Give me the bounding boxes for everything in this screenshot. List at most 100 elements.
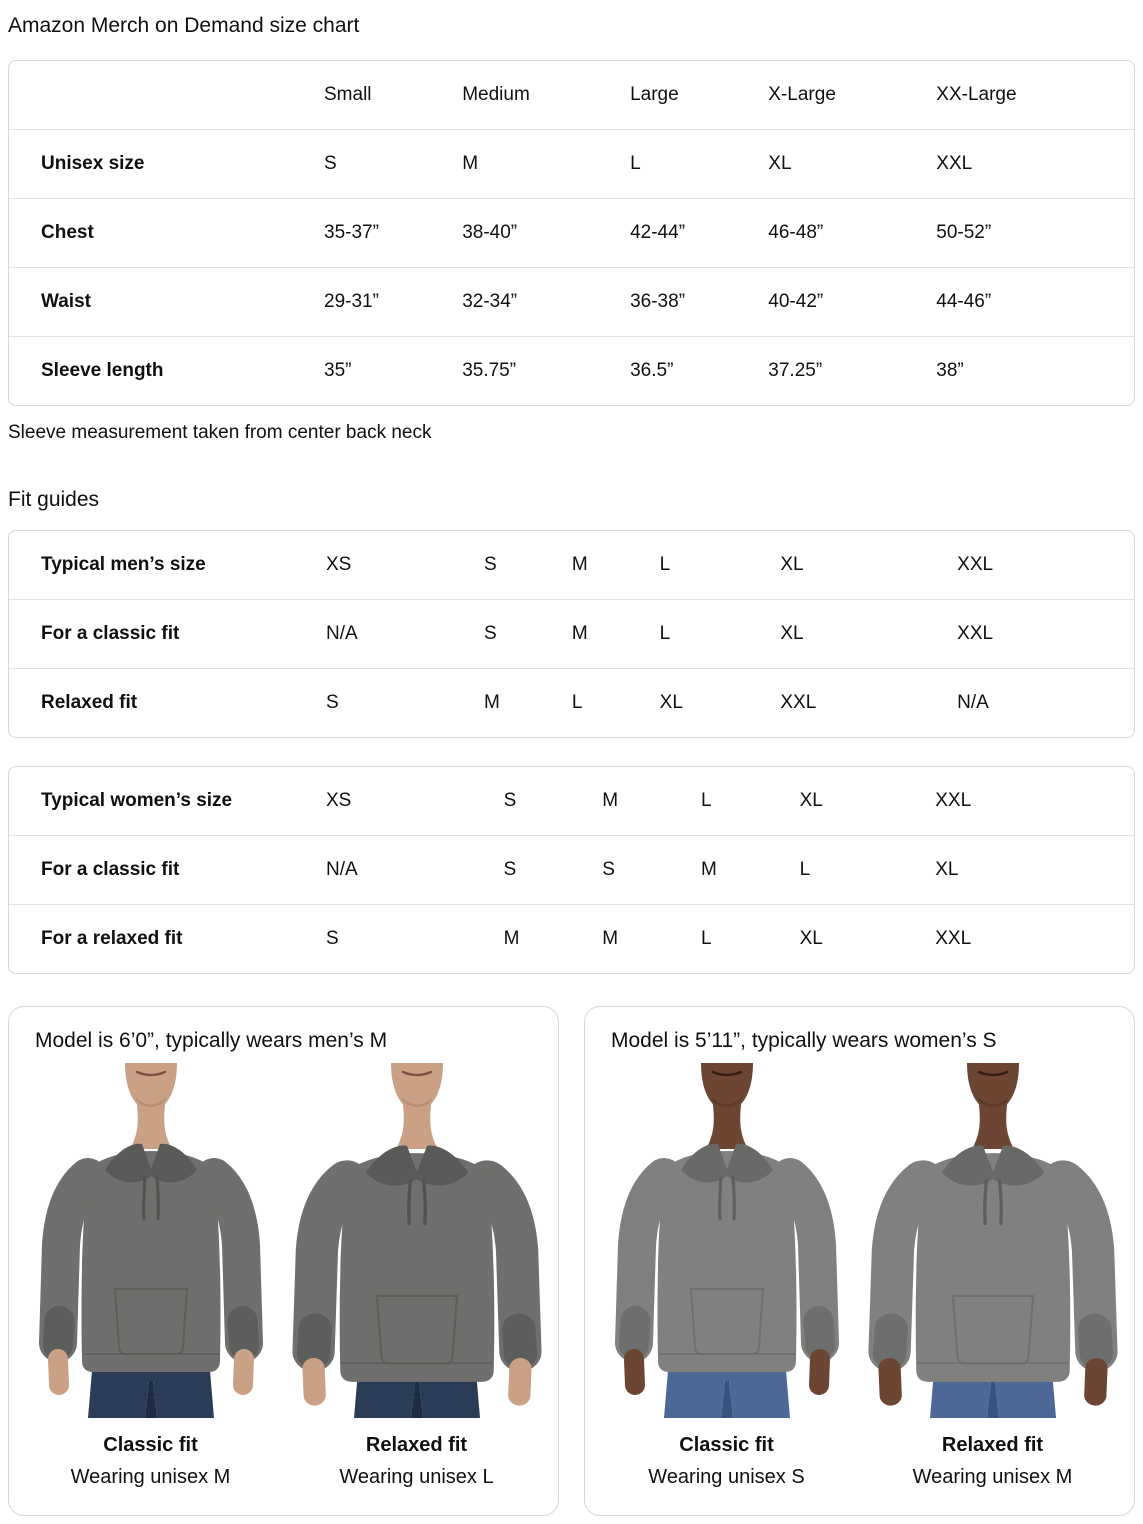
table-cell: M <box>602 904 701 973</box>
table-cell: L <box>700 790 712 811</box>
table-cell: 40-42” <box>768 267 937 336</box>
fit-caption: Classic fit <box>103 1434 198 1456</box>
table-cell: L <box>659 599 781 668</box>
wearing-caption: Wearing unisex M <box>912 1466 1073 1488</box>
table-cell: XXL <box>780 668 958 737</box>
row-label: Typical men’s size <box>41 554 206 575</box>
column-header-x-large: X-Large <box>768 84 836 105</box>
table-cell: M <box>484 668 572 737</box>
table-row-mens-classic-fit: For a classic fit N/A S M L XL XXL <box>9 599 1134 668</box>
table-cell: 38” <box>936 336 1134 405</box>
table-cell: 42-44” <box>630 198 769 267</box>
mens-model-card: Model is 6’0”, typically wears men’s M <box>8 1006 559 1516</box>
table-cell: XXL <box>936 129 1134 198</box>
column-header-xx-large: XX-Large <box>936 84 1017 105</box>
table-cell: M <box>571 554 588 575</box>
column-header-small: Small <box>324 84 372 105</box>
table-cell: L <box>799 835 936 904</box>
table-cell: XL <box>659 668 781 737</box>
table-row-sleeve-length: Sleeve length 35” 35.75” 36.5” 37.25” 38… <box>9 336 1134 405</box>
table-cell: 46-48” <box>768 198 937 267</box>
model-figure-relaxed: Relaxed fit Wearing unisex M <box>867 1063 1119 1489</box>
table-cell: L <box>571 668 660 737</box>
row-label: For a classic fit <box>9 835 326 904</box>
table-cell: XS <box>326 554 352 575</box>
table-cell: XL <box>768 129 937 198</box>
womens-classic-fit-photo <box>601 1063 852 1418</box>
table-cell: 32-34” <box>462 267 631 336</box>
mens-relaxed-fit-photo <box>291 1063 542 1418</box>
model-card-title: Model is 6’0”, typically wears men’s M <box>35 1029 388 1052</box>
figures-row: Classic fit Wearing unisex M <box>21 1063 546 1489</box>
row-label: Typical women’s size <box>41 790 233 811</box>
womens-fit-guide-table: Typical women’s size XS S M L XL XXL For… <box>8 766 1135 974</box>
table-cell: S <box>326 904 504 973</box>
table-cell: 36.5” <box>630 336 769 405</box>
table-cell: 35.75” <box>462 336 631 405</box>
table-row-womens-classic-fit: For a classic fit N/A S S M L XL <box>9 835 1134 904</box>
table-cell: XL <box>780 554 804 575</box>
table-cell: L <box>630 129 769 198</box>
table-cell: 37.25” <box>768 336 937 405</box>
column-header-large: Large <box>630 84 679 105</box>
table-cell: XL <box>780 599 958 668</box>
womens-model-card: Model is 5’11”, typically wears women’s … <box>584 1006 1135 1516</box>
row-label: Chest <box>9 198 324 267</box>
model-card-title: Model is 5’11”, typically wears women’s … <box>611 1029 997 1052</box>
table-cell: S <box>484 599 572 668</box>
table-cell: XL <box>935 835 1134 904</box>
table-cell: 29-31” <box>324 267 463 336</box>
table-cell: XXL <box>957 599 1134 668</box>
mens-classic-fit-photo <box>25 1063 276 1418</box>
table-cell: XXL <box>935 790 972 811</box>
table-row-typical-womens-size: Typical women’s size XS S M L XL XXL <box>9 767 1134 835</box>
fit-caption: Relaxed fit <box>365 1434 468 1456</box>
table-cell: M <box>700 835 800 904</box>
wearing-caption: Wearing unisex M <box>70 1466 231 1488</box>
model-cards-row: Model is 6’0”, typically wears men’s M <box>8 1006 1135 1516</box>
table-cell: S <box>326 668 485 737</box>
table-row-typical-mens-size: Typical men’s size XS S M L XL XXL <box>9 531 1134 599</box>
table-cell: S <box>602 835 701 904</box>
page-title: Amazon Merch on Demand size chart <box>8 14 360 37</box>
model-figure-classic: Classic fit Wearing unisex M <box>25 1063 277 1489</box>
table-cell: M <box>602 790 619 811</box>
wearing-caption: Wearing unisex S <box>648 1466 805 1488</box>
table-cell: S <box>503 835 603 904</box>
table-row-unisex-size: Unisex size S M L XL XXL <box>9 129 1134 198</box>
table-cell: XXL <box>957 554 994 575</box>
table-cell: M <box>571 599 660 668</box>
fit-guides-heading: Fit guides <box>8 488 100 511</box>
table-row-mens-relaxed-fit: Relaxed fit S M L XL XXL N/A <box>9 668 1134 737</box>
table-cell: XXL <box>935 904 1134 973</box>
unisex-size-chart-table: Small Medium Large X-Large XX-Large Unis… <box>8 60 1135 406</box>
column-header-medium: Medium <box>462 84 530 105</box>
figures-row: Classic fit Wearing unisex S <box>597 1063 1122 1489</box>
table-cell: 35” <box>324 336 463 405</box>
table-cell: S <box>503 790 517 811</box>
table-cell: 36-38” <box>630 267 769 336</box>
table-cell: N/A <box>957 668 1134 737</box>
fit-caption: Classic fit <box>679 1434 774 1456</box>
table-cell: 44-46” <box>936 267 1134 336</box>
row-label: For a relaxed fit <box>9 904 326 973</box>
table-cell: S <box>484 554 497 575</box>
table-cell: 50-52” <box>936 198 1134 267</box>
table-cell: XL <box>799 904 936 973</box>
fit-caption: Relaxed fit <box>941 1434 1044 1456</box>
empty-header-cell <box>9 61 324 129</box>
table-cell: 38-40” <box>462 198 631 267</box>
table-cell: XS <box>326 790 352 811</box>
model-figure-relaxed: Relaxed fit Wearing unisex L <box>291 1063 543 1489</box>
table-cell: N/A <box>326 599 485 668</box>
row-label: Unisex size <box>9 129 324 198</box>
mens-fit-guide-table: Typical men’s size XS S M L XL XXL For a… <box>8 530 1135 738</box>
table-cell: S <box>324 129 463 198</box>
row-label: For a classic fit <box>9 599 326 668</box>
womens-relaxed-fit-photo <box>867 1063 1118 1418</box>
table-row-womens-relaxed-fit: For a relaxed fit S M M L XL XXL <box>9 904 1134 973</box>
row-label: Waist <box>9 267 324 336</box>
table-row-chest: Chest 35-37” 38-40” 42-44” 46-48” 50-52” <box>9 198 1134 267</box>
row-label: Relaxed fit <box>9 668 326 737</box>
table-cell: M <box>462 129 631 198</box>
